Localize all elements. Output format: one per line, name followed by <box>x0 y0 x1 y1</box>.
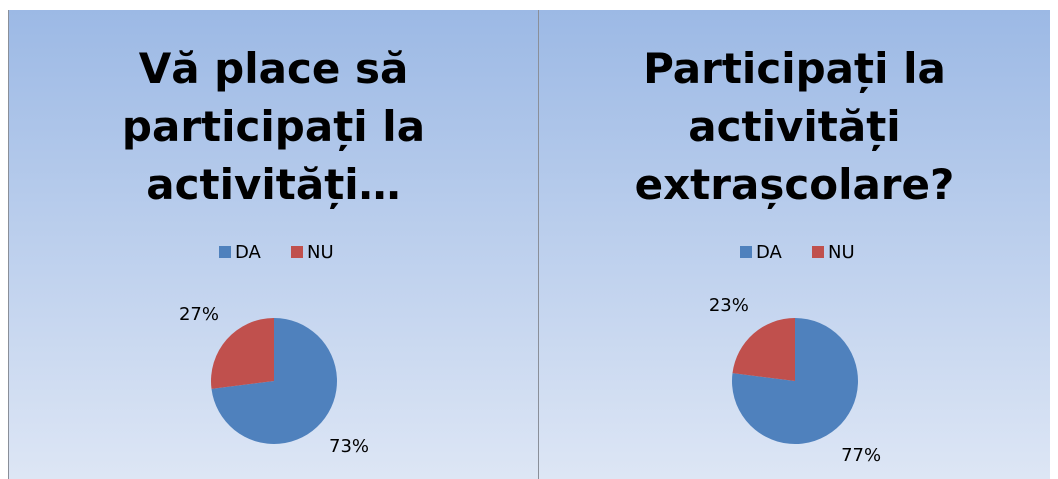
data-label: 27% <box>179 304 219 325</box>
legend-label: NU <box>828 242 855 263</box>
legend-label: NU <box>307 242 334 263</box>
legend-swatch <box>812 246 824 258</box>
slide: Vă place să participați la activități… D… <box>8 10 1050 479</box>
chart: DA NU 73% 27% <box>179 242 369 457</box>
chart-panel: Vă place să participați la activități… D… <box>8 10 538 479</box>
legend-label: DA <box>756 242 783 263</box>
chart-panel: Participați la activități extrașcolare? … <box>538 10 1050 479</box>
pie-slice <box>211 318 274 389</box>
legend-swatch <box>219 246 231 258</box>
chart: DA NU 77% 23% <box>709 242 881 466</box>
chart-title: Participați la activități extrașcolare? <box>634 44 955 209</box>
data-label: 77% <box>841 445 881 466</box>
legend-swatch <box>740 246 752 258</box>
data-label: 23% <box>709 295 749 316</box>
legend-swatch <box>291 246 303 258</box>
data-label: 73% <box>329 436 369 457</box>
pie-slice <box>732 318 795 381</box>
legend-label: DA <box>235 242 262 263</box>
pie-slice <box>211 318 337 445</box>
chart-title: Vă place să participați la activități… <box>121 44 426 209</box>
